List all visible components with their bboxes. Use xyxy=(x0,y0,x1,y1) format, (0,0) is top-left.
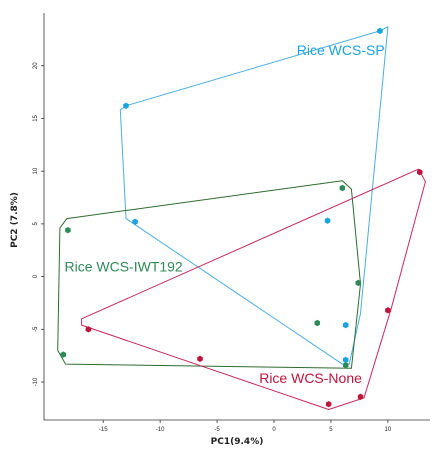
group-labels: Rice WCS-SP Rice WCS-IWT192 Rice WCS-None xyxy=(64,42,384,386)
y-tick-label: -10 xyxy=(33,377,39,386)
x-tick-label: -15 xyxy=(99,427,108,433)
point-rice-wcs-none-6 xyxy=(325,401,332,408)
point-rice-wcs-none-1 xyxy=(417,169,423,176)
x-tick-label: 0 xyxy=(272,427,276,433)
axes: -15 -10 -5 0 5 10 -10 -5 0 5 10 15 20 xyxy=(33,13,430,433)
point-rice-wcs-none-5 xyxy=(357,393,364,400)
hull-rice-wcs-sp xyxy=(119,26,389,365)
label-rice-wcs-none: Rice WCS-None xyxy=(259,370,362,386)
point-rice-wcs-sp-4 xyxy=(324,217,331,224)
point-rice-wcs-sp-1 xyxy=(377,27,383,35)
x-axis-title: PC1(9.4%) xyxy=(211,437,264,447)
label-rice-wcs-sp: Rice WCS-SP xyxy=(297,42,385,58)
data-points xyxy=(60,27,423,408)
y-tick-label: 15 xyxy=(33,114,39,121)
y-tick-label: 20 xyxy=(33,62,39,69)
point-rice-wcs-iwt192-6 xyxy=(60,351,67,358)
y-ticks: -10 -5 0 5 10 15 20 xyxy=(33,62,44,386)
hull-polygons xyxy=(57,26,426,410)
point-rice-wcs-iwt192-5 xyxy=(343,362,349,369)
x-tick-label: 10 xyxy=(385,427,392,433)
point-rice-wcs-iwt192-3 xyxy=(355,279,361,287)
point-rice-wcs-iwt192-4 xyxy=(314,319,320,327)
point-rice-wcs-none-4 xyxy=(385,307,391,314)
x-tick-label: -5 xyxy=(214,427,220,433)
x-tick-label: -10 xyxy=(156,427,165,433)
point-rice-wcs-sp-2 xyxy=(123,102,129,109)
y-tick-label: 0 xyxy=(33,274,39,278)
point-rice-wcs-sp-5 xyxy=(343,321,349,329)
point-rice-wcs-none-2 xyxy=(85,326,92,333)
y-axis-title: PC2 (7.8%) xyxy=(10,192,20,248)
y-tick-label: -5 xyxy=(33,326,39,332)
point-rice-wcs-none-3 xyxy=(197,355,203,362)
x-tick-label: 5 xyxy=(329,427,333,433)
point-rice-wcs-sp-6 xyxy=(343,356,349,364)
x-ticks: -15 -10 -5 0 5 10 xyxy=(99,420,392,433)
point-rice-wcs-sp-3 xyxy=(132,218,138,225)
hull-rice-wcs-none xyxy=(81,168,426,410)
hull-rice-wcs-iwt192 xyxy=(57,180,361,369)
y-tick-label: 10 xyxy=(33,167,39,174)
point-rice-wcs-iwt192-1 xyxy=(65,227,71,234)
label-rice-wcs-iwt192: Rice WCS-IWT192 xyxy=(64,258,182,274)
point-rice-wcs-iwt192-2 xyxy=(339,184,346,192)
y-tick-label: 5 xyxy=(33,222,39,226)
